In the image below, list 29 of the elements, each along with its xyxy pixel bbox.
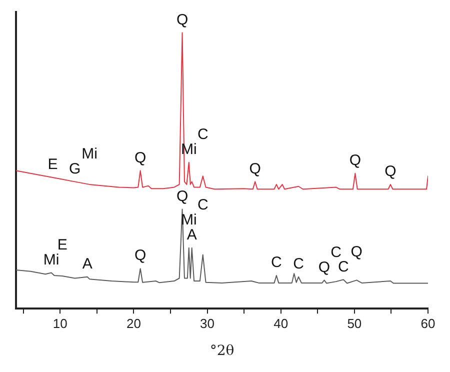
x-tick-label: 10 [52, 316, 68, 331]
annotation: G [69, 160, 81, 178]
annotation: C [330, 244, 342, 261]
x-tick-label: 60 [420, 316, 436, 331]
annotation: Mi [43, 251, 60, 268]
annotation: Q [349, 152, 361, 170]
x-tick-label: 20 [126, 316, 141, 331]
annotation: C [338, 258, 349, 276]
annotation: Q [176, 188, 188, 205]
annotation: Q [134, 247, 146, 264]
annotation: E [57, 236, 68, 254]
x-axis-title: °2θ [210, 343, 234, 360]
x-tick-label: 30 [200, 316, 215, 331]
annotation: Q [350, 243, 362, 260]
annotation: Q [318, 258, 330, 276]
x-tick-label: 50 [347, 316, 362, 331]
annotation: C [197, 196, 208, 214]
x-tick-label: 40 [274, 316, 288, 331]
annotation: Q [249, 160, 261, 178]
annotation: C [271, 254, 282, 272]
annotation: C [197, 126, 208, 144]
annotation: E [48, 156, 58, 174]
annotation: Q [176, 11, 188, 28]
annotation: Q [134, 149, 146, 166]
annotation: A [186, 226, 197, 244]
annotation: Mi [82, 145, 98, 162]
annotation: Q [384, 163, 396, 180]
annotation: A [82, 256, 92, 273]
annotation: C [293, 256, 304, 273]
